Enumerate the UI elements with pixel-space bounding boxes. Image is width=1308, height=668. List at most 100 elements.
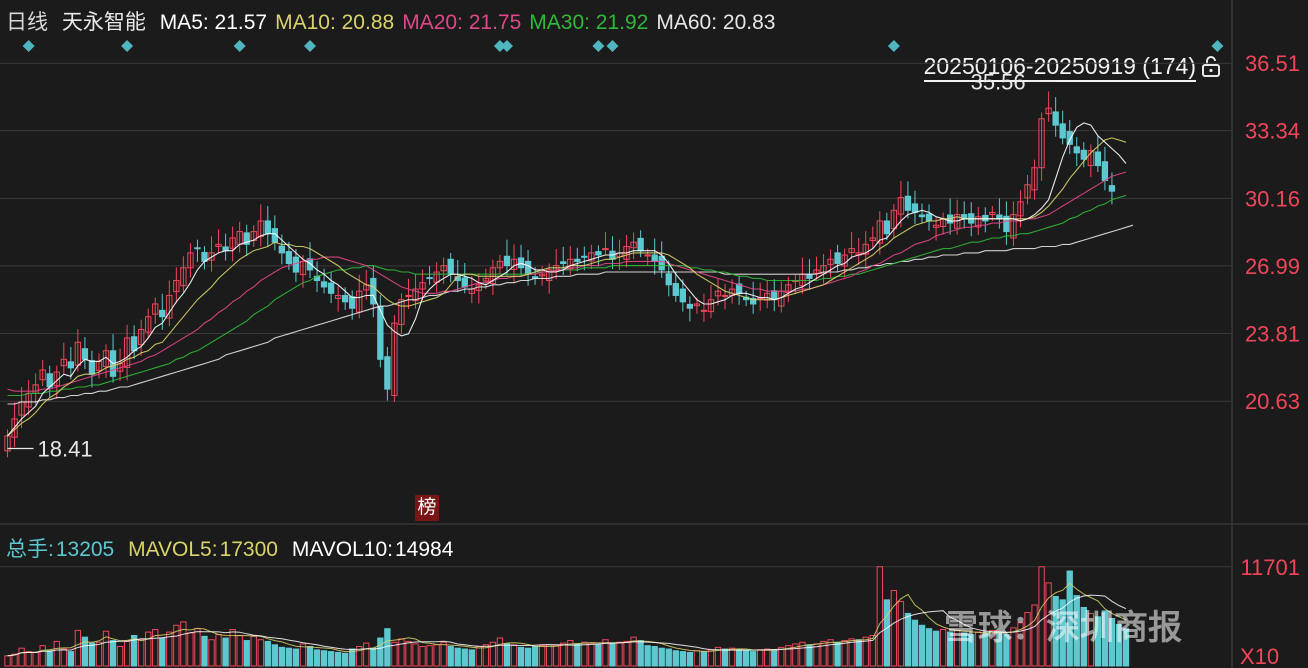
candle-body (574, 258, 581, 262)
candle-body (503, 255, 511, 267)
list-badge[interactable]: 榜 (415, 495, 439, 521)
candle-body (11, 418, 18, 438)
volume-bar (475, 645, 483, 667)
candle-body (785, 284, 792, 293)
candle-body (771, 290, 778, 301)
volume-bar (285, 647, 293, 667)
volume-bar (461, 648, 468, 667)
candle-body (285, 251, 293, 265)
event-marker (500, 40, 513, 52)
candle-body (749, 297, 757, 305)
candle-body (524, 260, 532, 275)
volume-unit-label: X10 (1240, 644, 1279, 668)
candle-body (67, 361, 75, 369)
candle-body (904, 195, 912, 211)
volume-bar (391, 641, 398, 667)
volume-bar (187, 632, 194, 667)
volume-bar (222, 637, 229, 667)
candle-body (975, 216, 982, 228)
volume-bar (1038, 566, 1045, 667)
candle-body (707, 299, 715, 313)
volume-bar (714, 646, 722, 667)
volume-bar (243, 640, 250, 667)
volume-bar (454, 647, 461, 667)
volume-bar (4, 655, 11, 667)
volume-bar (264, 640, 271, 667)
candle-body (700, 309, 708, 312)
mavol5-label: MAVOL5: (128, 538, 218, 561)
candle-body (996, 214, 1003, 220)
volume-bar (299, 643, 307, 667)
volume-bar (982, 633, 989, 667)
volume-bar (876, 566, 883, 667)
volume-bar (306, 645, 314, 667)
volume-bar (820, 640, 827, 667)
volume-bar (236, 634, 243, 667)
candle-body (81, 348, 89, 360)
volume-bar (630, 636, 637, 667)
volume-bar (735, 649, 743, 667)
volume-bar (637, 640, 644, 667)
candle-body (883, 220, 891, 235)
candle-body (215, 243, 222, 247)
candle-body (560, 261, 567, 265)
ma-legend: MA5: 21.57 MA10: 20.88 MA20: 21.75 MA30: 21… (160, 11, 784, 34)
candle-body (173, 280, 180, 293)
volume-bar (904, 612, 912, 667)
volume-bar (152, 629, 159, 667)
mavol10-line (7, 594, 1127, 657)
candle-body (306, 258, 314, 271)
volume-tick-label: 11701 (1240, 555, 1300, 580)
volume-bar (742, 650, 750, 667)
mavol5-value: 17300 (219, 538, 278, 561)
candle-body (489, 267, 497, 285)
candle-body (982, 214, 989, 222)
ma-line-ma10 (7, 137, 1127, 437)
candle-body (180, 267, 187, 287)
price-tick-label: 26.99 (1245, 254, 1300, 279)
volume-bar (356, 645, 363, 667)
candle-body (665, 273, 672, 286)
volume-bar (897, 601, 905, 667)
volume-bar (257, 639, 264, 667)
candle-body (1073, 146, 1080, 154)
candle-body (370, 277, 377, 305)
volume-bar (53, 640, 60, 667)
volume-bar (517, 646, 525, 667)
candle-body (721, 294, 729, 297)
volume-bar (581, 641, 588, 667)
volume-bar (173, 624, 180, 667)
volume-bar (588, 642, 595, 667)
volume-bar (1066, 570, 1073, 667)
candle-body (1059, 123, 1066, 139)
volume-bar (1059, 599, 1066, 667)
volume-bar (166, 631, 173, 667)
candle-body (581, 255, 588, 258)
volume-bar (524, 647, 532, 667)
volume-bar (1080, 606, 1087, 667)
candle-body (194, 247, 201, 250)
volume-bar (412, 643, 419, 667)
volume-bar (426, 645, 433, 667)
volume-bar (116, 645, 124, 667)
date-range-label[interactable]: 20250106-20250919 (174) (923, 52, 1196, 82)
candle-body (1024, 184, 1031, 199)
candle-body (1038, 118, 1045, 169)
candle-body (806, 273, 813, 279)
candle-body (834, 252, 841, 265)
volume-bar (911, 619, 919, 667)
volume-bar (447, 645, 454, 667)
event-marker (887, 40, 900, 52)
candle-body (848, 248, 855, 253)
volume-bar (1108, 618, 1116, 667)
candle-body (545, 269, 553, 282)
candle-body (447, 258, 454, 275)
event-marker (233, 40, 246, 52)
volume-bar (574, 643, 581, 667)
lock-icon[interactable] (1200, 55, 1222, 77)
candle-body (897, 197, 905, 215)
candle-body (243, 232, 250, 245)
candle-body (334, 294, 342, 299)
volume-bar (405, 640, 412, 667)
